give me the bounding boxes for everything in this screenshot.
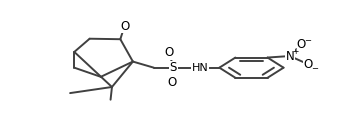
Text: O: O (303, 58, 312, 71)
Text: −: − (304, 36, 311, 45)
Text: +: + (292, 47, 298, 56)
Text: S: S (170, 61, 177, 74)
Text: O: O (120, 20, 129, 32)
Text: N: N (285, 50, 294, 63)
Text: O: O (296, 38, 306, 51)
Text: HN: HN (192, 63, 208, 73)
Text: O: O (167, 76, 176, 89)
Text: −: − (311, 64, 318, 73)
Text: O: O (165, 46, 174, 59)
